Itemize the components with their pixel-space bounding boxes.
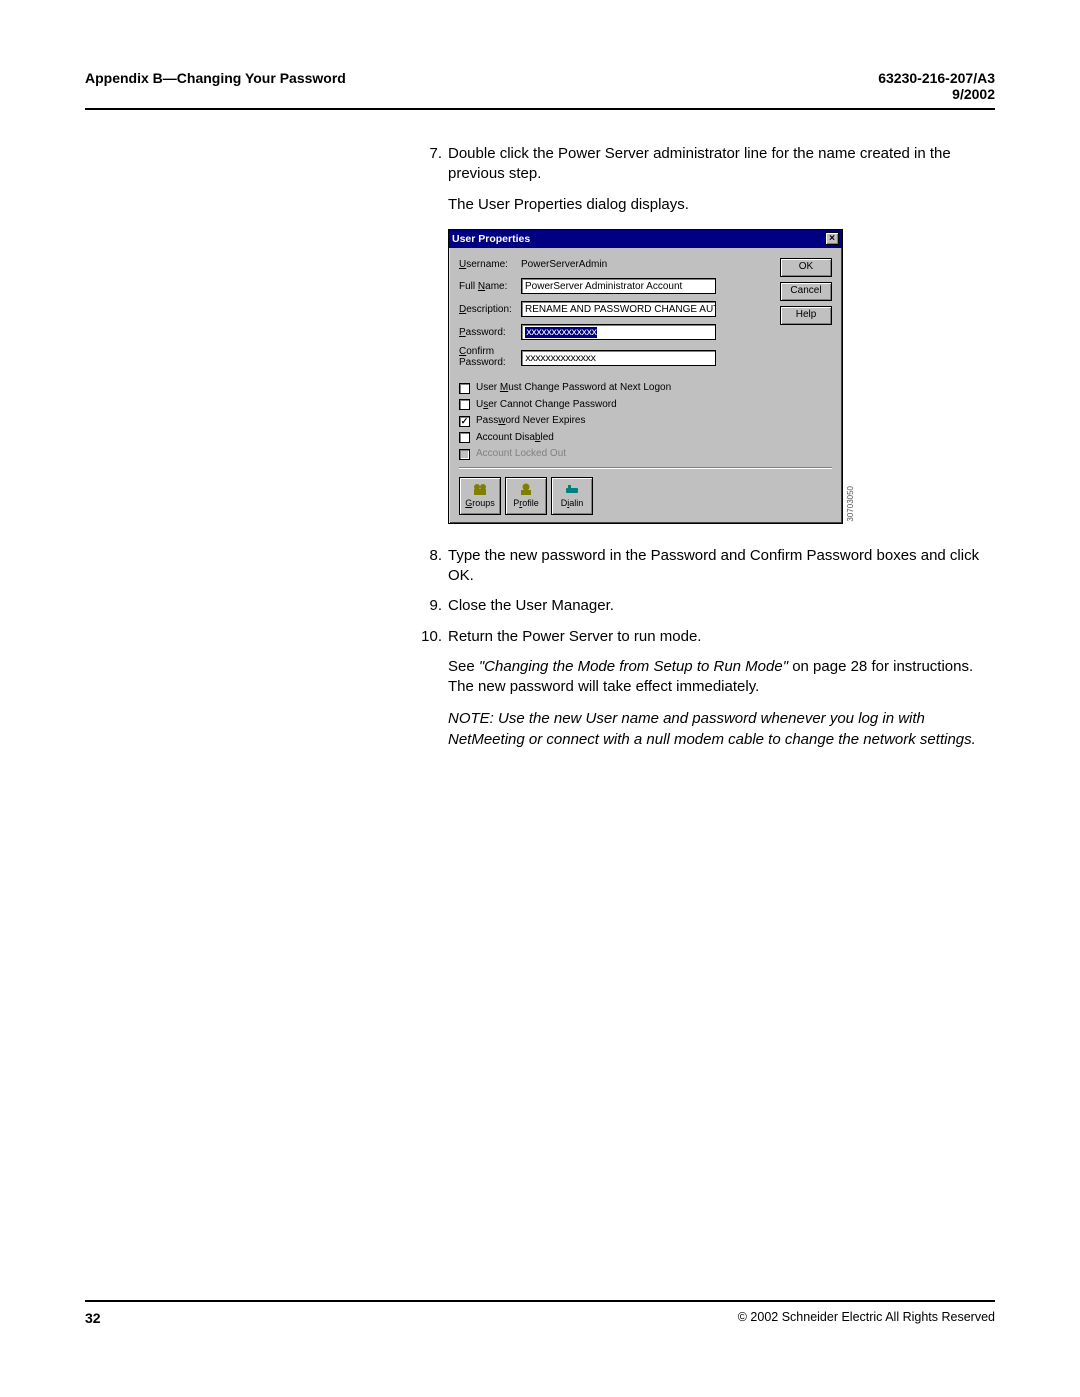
check-never-expires[interactable]: ✓ Password Never Expires	[459, 414, 832, 428]
step-text: Close the User Manager.	[448, 596, 980, 616]
separator	[459, 467, 832, 469]
step-text: Return the Power Server to run mode.	[448, 627, 980, 647]
ok-button[interactable]: OK	[780, 258, 832, 277]
step-text: Type the new password in the Password an…	[448, 546, 980, 587]
row-password: Password: xxxxxxxxxxxxxx	[459, 324, 832, 340]
see-italic: "Changing the Mode from Setup to Run Mod…	[479, 658, 788, 675]
check-label: User Cannot Change Password	[476, 398, 617, 412]
header-rule	[85, 108, 995, 110]
user-properties-dialog: User Properties × OK Cancel Help Usernam…	[448, 229, 843, 524]
profile-icon	[518, 482, 534, 496]
close-icon[interactable]: ×	[825, 232, 839, 245]
dialin-icon	[564, 482, 580, 496]
row-fullname: Full Name: PowerServer Administrator Acc…	[459, 278, 832, 294]
label-username: Username:	[459, 258, 521, 272]
fullname-field[interactable]: PowerServer Administrator Account	[521, 278, 716, 294]
step-num: 7.	[420, 144, 448, 185]
check-label: Password Never Expires	[476, 414, 586, 428]
step-7: 7. Double click the Power Server adminis…	[420, 144, 980, 185]
page-header: Appendix B—Changing Your Password 63230-…	[85, 70, 995, 108]
content-column: 7. Double click the Power Server adminis…	[420, 144, 980, 750]
dialog-title: User Properties	[452, 232, 530, 246]
check-cannot-change[interactable]: User Cannot Change Password	[459, 398, 832, 412]
doc-date: 9/2002	[878, 86, 995, 102]
label-confirm: ConfirmPassword:	[459, 347, 521, 368]
row-username: Username: PowerServerAdmin	[459, 258, 832, 272]
label-description: Description:	[459, 303, 521, 317]
row-confirm: ConfirmPassword: xxxxxxxxxxxxxx	[459, 347, 832, 368]
footer-rule	[85, 1300, 995, 1302]
profile-button[interactable]: Profile	[505, 477, 547, 515]
copyright: © 2002 Schneider Electric All Rights Res…	[738, 1310, 995, 1326]
titlebar[interactable]: User Properties ×	[449, 230, 842, 248]
check-label: Account Disabled	[476, 431, 554, 445]
checkbox-icon[interactable]	[459, 383, 470, 394]
step-7-sub: The User Properties dialog displays.	[448, 195, 980, 215]
username-value: PowerServerAdmin	[521, 258, 716, 271]
confirm-password-field[interactable]: xxxxxxxxxxxxxx	[521, 350, 716, 366]
header-left: Appendix B—Changing Your Password	[85, 70, 346, 86]
groups-icon	[472, 482, 488, 496]
cancel-button[interactable]: Cancel	[780, 282, 832, 301]
toolbar: Groups Profile Dialin	[459, 477, 832, 515]
dialog-body: OK Cancel Help Username: PowerServerAdmi…	[449, 248, 842, 523]
page-footer: 32 © 2002 Schneider Electric All Rights …	[85, 1310, 995, 1326]
figure-id: 30703050	[846, 486, 857, 522]
step-num: 10.	[420, 627, 448, 647]
step-10: 10. Return the Power Server to run mode.	[420, 627, 980, 647]
step-10-sub: See "Changing the Mode from Setup to Run…	[448, 657, 980, 698]
groups-button[interactable]: Groups	[459, 477, 501, 515]
checkbox-icon	[459, 449, 470, 460]
check-disabled[interactable]: Account Disabled	[459, 431, 832, 445]
dialin-button[interactable]: Dialin	[551, 477, 593, 515]
checkbox-icon[interactable]: ✓	[459, 416, 470, 427]
label-password: Password:	[459, 326, 521, 340]
label-fullname: Full Name:	[459, 280, 521, 294]
step-8: 8. Type the new password in the Password…	[420, 546, 980, 587]
see-prefix: See	[448, 658, 479, 675]
checkbox-icon[interactable]	[459, 399, 470, 410]
check-locked: Account Locked Out	[459, 447, 832, 461]
step-num: 8.	[420, 546, 448, 587]
note: NOTE: Use the new User name and password…	[448, 709, 980, 750]
password-field[interactable]: xxxxxxxxxxxxxx	[521, 324, 716, 340]
row-description: Description: RENAME AND PASSWORD CHANGE …	[459, 301, 832, 317]
step-9: 9. Close the User Manager.	[420, 596, 980, 616]
header-right: 63230-216-207/A3 9/2002	[878, 70, 995, 102]
dialog-screenshot: User Properties × OK Cancel Help Usernam…	[448, 229, 843, 524]
description-field[interactable]: RENAME AND PASSWORD CHANGE AUTHORIZED	[521, 301, 716, 317]
check-label: User Must Change Password at Next Logon	[476, 381, 671, 395]
step-text: Double click the Power Server administra…	[448, 144, 980, 185]
help-button[interactable]: Help	[780, 306, 832, 325]
step-num: 9.	[420, 596, 448, 616]
doc-id: 63230-216-207/A3	[878, 70, 995, 86]
checkbox-icon[interactable]	[459, 432, 470, 443]
dialog-buttons: OK Cancel Help	[780, 258, 832, 330]
check-label: Account Locked Out	[476, 447, 566, 461]
page-number: 32	[85, 1310, 101, 1326]
check-must-change[interactable]: User Must Change Password at Next Logon	[459, 381, 832, 395]
